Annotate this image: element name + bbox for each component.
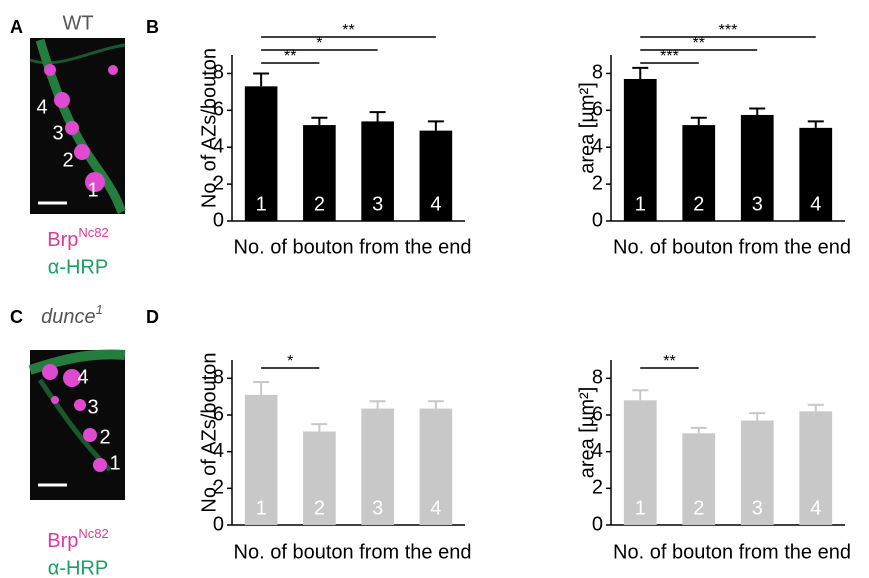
error-bar — [428, 121, 444, 130]
category-label: 1 — [635, 497, 646, 519]
bouton-label: 4 — [77, 366, 88, 388]
bouton-label: 3 — [87, 396, 98, 418]
y-tick-label: 0 — [213, 209, 224, 231]
category-label: 4 — [430, 497, 441, 519]
stain-name: Brp — [47, 229, 78, 251]
y-tick-label: 2 — [592, 172, 603, 194]
x-axis-label: No. of bouton from the end — [234, 236, 472, 258]
error-bar — [370, 112, 386, 121]
stain-name: Brp — [47, 530, 78, 552]
micrograph — [30, 38, 125, 214]
category-label: 3 — [372, 193, 383, 215]
y-axis-label: area [µm²] — [576, 82, 598, 174]
category-label: 1 — [256, 193, 267, 215]
category-label: 1 — [635, 193, 646, 215]
figure: A B C D WT 4 3 2 1 BrpNc82 α-HRP dunce1 … — [0, 0, 869, 578]
category-label: 1 — [256, 497, 267, 519]
category-label: 3 — [752, 497, 763, 519]
category-label: 2 — [693, 497, 704, 519]
category-label: 2 — [314, 193, 325, 215]
significance-label: * — [316, 35, 322, 52]
y-tick-label: 8 — [592, 62, 603, 84]
significance-label: ** — [663, 353, 675, 370]
y-axis-label: No. of AZs/bouton — [198, 48, 220, 208]
bouton-label: 4 — [36, 96, 47, 118]
genotype-name: dunce — [41, 306, 96, 328]
significance-label: ** — [342, 22, 354, 39]
y-tick-label: 0 — [592, 209, 603, 231]
category-label: 2 — [693, 193, 704, 215]
bouton-label: 2 — [99, 426, 110, 448]
error-bar — [428, 401, 444, 408]
category-label: 4 — [810, 193, 821, 215]
category-label: 4 — [810, 497, 821, 519]
y-tick-label: 8 — [592, 367, 603, 389]
x-axis-label: No. of bouton from the end — [613, 541, 851, 563]
genotype-sup: 1 — [96, 302, 103, 317]
error-bar — [749, 108, 765, 114]
error-bar — [253, 73, 269, 86]
y-axis-label: area [µm²] — [576, 387, 598, 479]
error-bar — [749, 413, 765, 420]
panel-label: C — [10, 307, 23, 327]
panel-label: A — [10, 17, 23, 37]
error-bar — [808, 405, 824, 411]
y-tick-label: 2 — [592, 477, 603, 499]
error-bar — [691, 428, 707, 434]
stain-label: α-HRP — [48, 256, 108, 278]
y-axis-label: No. of AZs/bouton — [198, 352, 220, 512]
panel-label: B — [146, 17, 159, 37]
stain-label: BrpNc82 — [47, 225, 108, 251]
error-bar — [808, 121, 824, 127]
error-bar — [253, 382, 269, 395]
significance-label: * — [287, 353, 293, 370]
significance-label: ** — [284, 48, 296, 65]
bouton-label: 1 — [109, 452, 120, 474]
stain-label: BrpNc82 — [47, 526, 108, 552]
category-label: 2 — [314, 497, 325, 519]
error-bar — [632, 68, 648, 79]
error-bar — [311, 118, 327, 125]
error-bar — [632, 390, 648, 400]
category-label: 4 — [430, 193, 441, 215]
significance-label: ** — [693, 35, 705, 52]
error-bar — [311, 424, 327, 431]
category-label: 3 — [752, 193, 763, 215]
bouton-label: 2 — [62, 149, 73, 171]
bouton-label: 3 — [52, 122, 63, 144]
stain-sup: Nc82 — [78, 225, 108, 240]
panel-label: D — [146, 307, 159, 327]
y-tick-label: 0 — [592, 513, 603, 535]
error-bar — [370, 401, 386, 408]
x-axis-label: No. of bouton from the end — [613, 236, 851, 258]
y-tick-label: 0 — [213, 513, 224, 535]
significance-label: *** — [719, 22, 738, 39]
significance-label: *** — [660, 48, 679, 65]
category-label: 3 — [372, 497, 383, 519]
bouton-label: 1 — [87, 179, 98, 201]
stain-label: α-HRP — [48, 557, 108, 578]
stain-sup: Nc82 — [78, 526, 108, 541]
genotype: WT — [62, 12, 93, 34]
error-bar — [691, 118, 707, 125]
genotype: dunce1 — [41, 302, 103, 328]
x-axis-label: No. of bouton from the end — [234, 541, 472, 563]
